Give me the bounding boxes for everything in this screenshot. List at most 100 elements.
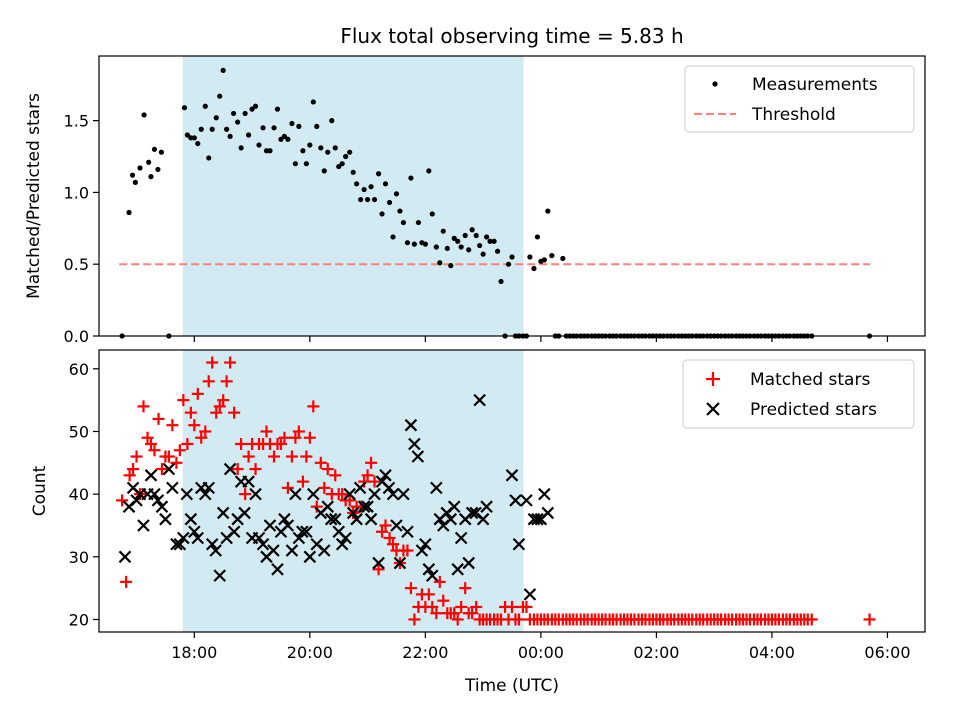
matched-star-point bbox=[358, 475, 371, 488]
measurement-point bbox=[509, 254, 515, 260]
predicted-star-point bbox=[541, 506, 555, 520]
matched-star-point bbox=[231, 463, 244, 476]
predicted-star-point bbox=[372, 556, 385, 570]
matched-star-point bbox=[321, 463, 334, 476]
measurement-point bbox=[209, 126, 215, 132]
bottom-legend: Matched stars Predicted stars bbox=[682, 359, 915, 429]
matched-star-point bbox=[184, 406, 197, 419]
measurement-point bbox=[289, 120, 295, 127]
matched-star-point bbox=[383, 532, 396, 544]
measurement-point bbox=[462, 232, 468, 239]
predicted-star-point bbox=[465, 506, 479, 520]
matched-star-point bbox=[191, 387, 204, 400]
measurement-point bbox=[249, 106, 255, 112]
matched-star-point bbox=[123, 469, 136, 482]
predicted-star-point bbox=[180, 487, 194, 501]
x-tick-label: 20:00 bbox=[287, 643, 333, 662]
predicted-star-point bbox=[353, 481, 367, 495]
measurement-point bbox=[141, 112, 147, 118]
matched-star-point bbox=[437, 594, 450, 607]
bottom-y-axis-label: Count bbox=[30, 465, 50, 516]
measurement-point bbox=[274, 106, 281, 112]
predicted-star-point bbox=[476, 512, 490, 526]
predicted-star-point bbox=[382, 481, 396, 495]
predicted-star-point bbox=[390, 519, 403, 532]
predicted-star-point bbox=[444, 512, 458, 526]
measurement-point bbox=[404, 240, 411, 246]
predicted-star-point bbox=[296, 525, 309, 539]
measurement-point bbox=[252, 103, 259, 109]
measurement-point bbox=[227, 133, 233, 140]
matched-star-point bbox=[307, 400, 320, 413]
measurement-point bbox=[400, 219, 407, 226]
predicted-star-point bbox=[263, 519, 277, 532]
measurement-point bbox=[146, 159, 152, 165]
predicted-star-point bbox=[213, 569, 227, 582]
measurement-point bbox=[292, 161, 298, 167]
matched-star-point bbox=[303, 431, 316, 444]
measurement-point bbox=[375, 171, 382, 177]
matched-star-point bbox=[127, 463, 140, 476]
predicted-star-point bbox=[415, 544, 429, 557]
measurement-point bbox=[336, 163, 342, 170]
measurement-point bbox=[260, 125, 266, 131]
predicted-star-point bbox=[386, 487, 400, 501]
matched-star-point bbox=[430, 607, 443, 620]
matched-star-point bbox=[387, 538, 400, 551]
measurement-point bbox=[129, 172, 136, 178]
measurement-point bbox=[271, 125, 277, 131]
predicted-star-point bbox=[357, 500, 371, 513]
predicted-star-point bbox=[401, 525, 414, 539]
measurement-point bbox=[242, 110, 248, 117]
measurement-point bbox=[364, 196, 371, 203]
predicted-star-point bbox=[144, 469, 158, 482]
measurement-point bbox=[285, 136, 291, 142]
predicted-star-point bbox=[238, 506, 251, 520]
matched-star-point bbox=[199, 425, 212, 438]
matched-star-point bbox=[235, 438, 248, 450]
legend-predicted-marker bbox=[706, 402, 720, 416]
predicted-star-point bbox=[177, 531, 190, 545]
measurement-point bbox=[422, 241, 428, 247]
measurement-point bbox=[329, 118, 335, 124]
measurement-point bbox=[440, 228, 446, 234]
matched-star-point bbox=[173, 444, 186, 457]
predicted-star-point bbox=[411, 450, 425, 463]
predicted-star-point bbox=[379, 469, 392, 482]
matched-star-point bbox=[242, 450, 255, 463]
predicted-star-point bbox=[300, 525, 313, 539]
measurement-point bbox=[181, 105, 188, 111]
measurement-point bbox=[314, 123, 320, 129]
predicted-star-point bbox=[346, 506, 360, 520]
y-tick-label: 30 bbox=[69, 548, 89, 567]
x-tick-label: 22:00 bbox=[402, 643, 448, 662]
measurement-point bbox=[281, 133, 288, 140]
matched-star-point bbox=[120, 575, 133, 588]
x-tick-label: 06:00 bbox=[864, 643, 910, 662]
measurement-point bbox=[230, 110, 237, 117]
matched-star-point bbox=[220, 375, 233, 388]
predicted-star-point bbox=[447, 500, 461, 513]
measurement-point bbox=[444, 245, 450, 252]
measurement-point bbox=[339, 161, 345, 167]
measurement-point bbox=[278, 136, 284, 142]
measurement-point bbox=[480, 251, 486, 257]
measurement-point bbox=[296, 123, 302, 129]
matched-star-point bbox=[292, 425, 305, 438]
predicted-star-point bbox=[199, 487, 212, 501]
matched-star-point bbox=[152, 412, 165, 425]
measurement-point bbox=[397, 208, 403, 214]
measurement-point bbox=[148, 174, 154, 180]
predicted-star-point bbox=[130, 494, 143, 507]
measurement-point bbox=[224, 126, 230, 132]
matched-star-point bbox=[181, 438, 194, 450]
predicted-star-point bbox=[512, 537, 526, 551]
matched-star-point bbox=[177, 394, 190, 407]
matched-star-point bbox=[278, 431, 291, 444]
measurement-point bbox=[318, 145, 324, 151]
matched-star-point bbox=[470, 600, 483, 613]
predicted-star-point bbox=[249, 487, 262, 501]
measurement-point bbox=[158, 149, 164, 155]
measurement-point bbox=[238, 145, 244, 151]
matched-star-point bbox=[202, 375, 215, 388]
